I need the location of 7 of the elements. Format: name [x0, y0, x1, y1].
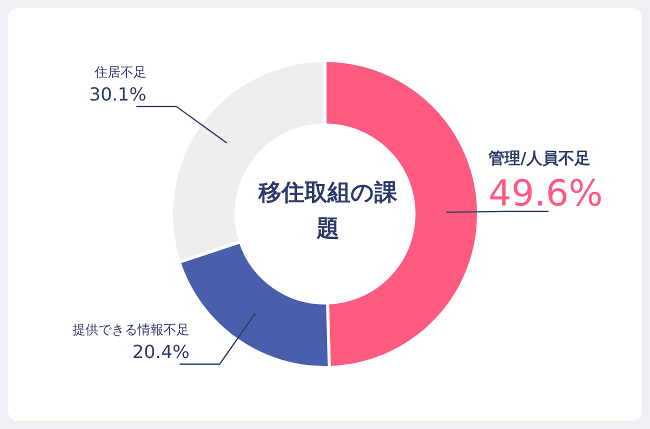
text: 移住取組の課題	[257, 179, 398, 244]
slice-label: 提供できる情報不足	[72, 323, 190, 338]
slice-label: 管理/人員不足	[487, 148, 590, 168]
data-label: 49.6%	[488, 173, 603, 214]
data-label: 20.4%	[132, 342, 190, 364]
slice-label: 住居不足	[93, 65, 146, 80]
data-label: 30.1%	[89, 84, 146, 106]
